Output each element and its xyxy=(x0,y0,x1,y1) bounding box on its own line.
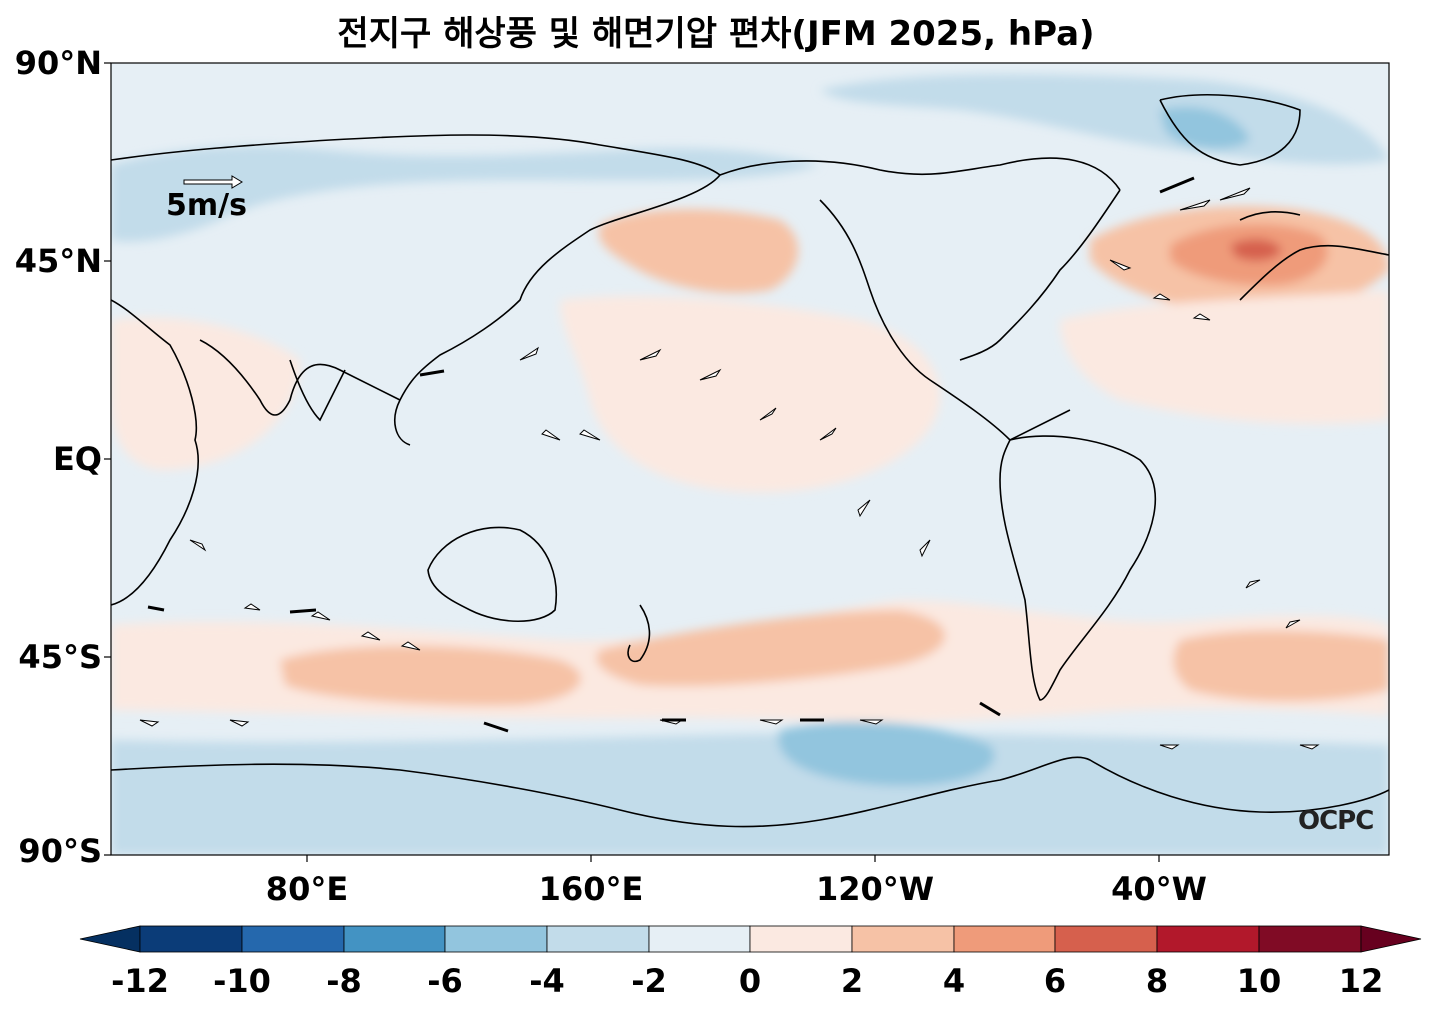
neg-anomaly-amundsen xyxy=(778,721,995,786)
colorbar-bin xyxy=(851,925,955,953)
neg-anomaly-greenland xyxy=(1160,106,1250,149)
wind-vector xyxy=(699,368,722,381)
colorbar-bin xyxy=(953,925,1056,953)
neg-anomaly-southern-band xyxy=(111,733,1389,855)
wind-scale-label: 5m/s xyxy=(166,188,247,223)
colorbar-bin xyxy=(343,925,446,953)
wind-vector xyxy=(139,719,160,727)
wind-vector xyxy=(759,407,777,421)
wind-vector xyxy=(1299,744,1320,750)
pos-anomaly-south-indian xyxy=(280,645,581,706)
wind-vector xyxy=(360,631,381,641)
colorbar-bin xyxy=(444,925,548,953)
lat-label-eq: EQ xyxy=(52,440,102,478)
wind-vector xyxy=(919,539,931,558)
strong-wind-vector xyxy=(483,721,509,733)
pos-anomaly-south-atlantic xyxy=(1173,630,1389,702)
wind-vector xyxy=(1285,619,1301,629)
pos-anomaly-indian xyxy=(111,317,300,470)
colorbar-bin xyxy=(648,925,751,953)
pos-anomaly-north-pacific xyxy=(598,209,799,294)
pos-anomaly-central-pacific xyxy=(560,296,940,493)
wind-vector xyxy=(639,348,662,361)
wind-vector xyxy=(1245,579,1261,589)
strong-wind-vector xyxy=(1159,176,1195,194)
lat-label-90s: 90°S xyxy=(18,832,102,870)
wind-vector xyxy=(759,719,784,725)
colorbar-tick-label: -4 xyxy=(529,962,565,1000)
colorbar-tick-label: -12 xyxy=(111,962,169,1000)
strong-wind-vectors xyxy=(147,176,1195,733)
strong-wind-vector xyxy=(289,608,317,614)
wind-vector xyxy=(189,539,207,552)
wind-vector xyxy=(1179,199,1211,211)
colorbar-extend-high xyxy=(1360,925,1422,953)
colorbar-tick-label: -8 xyxy=(326,962,362,1000)
pos-anomaly-atlantic-max xyxy=(1230,238,1282,261)
strong-wind-vector xyxy=(979,701,1001,717)
colorbar-tick-label: 12 xyxy=(1338,962,1384,1000)
wind-vector xyxy=(243,603,261,611)
map-title: 전지구 해상풍 및 해면기압 편차(JFM 2025, hPa) xyxy=(337,14,1095,54)
wind-vector xyxy=(859,719,884,725)
colorbar-bin xyxy=(1054,925,1158,953)
colorbar-bin xyxy=(749,925,853,953)
pos-anomaly-atlantic-tropics xyxy=(1060,290,1389,424)
wind-vector xyxy=(400,641,421,651)
colorbar-tick-label: 10 xyxy=(1236,962,1282,1000)
colorbar-tick-label: 6 xyxy=(1043,962,1067,1000)
wind-vector xyxy=(579,429,601,441)
lat-label-45n: 45°N xyxy=(14,242,102,280)
strong-wind-vector xyxy=(419,369,445,377)
colorbar-bin xyxy=(1258,925,1362,953)
lon-label-160e: 160°E xyxy=(538,870,644,908)
axis-ticks xyxy=(104,62,1160,862)
wind-vector xyxy=(519,346,539,361)
coastlines xyxy=(111,94,1389,828)
colorbar-tick-label: -10 xyxy=(213,962,271,1000)
colorbar-bin xyxy=(139,925,243,953)
wind-vector xyxy=(1192,313,1211,321)
wind-vector xyxy=(310,611,331,621)
wind-vector xyxy=(1152,293,1171,301)
colorbar-bin xyxy=(1156,925,1260,953)
colorbar-bin xyxy=(241,925,345,953)
colorbar-tick-label: 0 xyxy=(738,962,762,1000)
neg-anomaly-north-asia xyxy=(111,145,820,242)
wind-vector xyxy=(1109,259,1132,271)
colorbar-tick-label: -6 xyxy=(427,962,463,1000)
colorbar-tick-label: 4 xyxy=(942,962,966,1000)
lon-label-80e: 80°E xyxy=(265,870,349,908)
lat-label-90n: 90°N xyxy=(14,44,102,82)
wind-vector xyxy=(1159,744,1180,750)
wind-vector xyxy=(229,719,250,727)
wind-vector xyxy=(857,499,871,518)
wind-vector xyxy=(1219,187,1251,201)
colorbar-extend-low xyxy=(79,925,141,953)
wind-vector xyxy=(819,427,837,441)
pos-anomaly-south-pacific xyxy=(596,610,945,687)
colorbar-tick-label: 2 xyxy=(840,962,864,1000)
wind-vectors xyxy=(139,187,1320,750)
lon-label-40w: 40°W xyxy=(1111,870,1207,908)
colorbar-tick-label: -2 xyxy=(631,962,667,1000)
strong-wind-vector xyxy=(147,605,165,612)
colorbar-bin xyxy=(546,925,650,953)
lat-label-45s: 45°S xyxy=(18,638,102,676)
wind-vector xyxy=(541,429,561,441)
lon-label-120w: 120°W xyxy=(815,870,935,908)
reference-wind-arrow xyxy=(183,175,243,189)
ocpc-logo: OCPC xyxy=(1298,806,1374,836)
colorbar xyxy=(79,925,1422,953)
colorbar-tick-label: 8 xyxy=(1145,962,1169,1000)
